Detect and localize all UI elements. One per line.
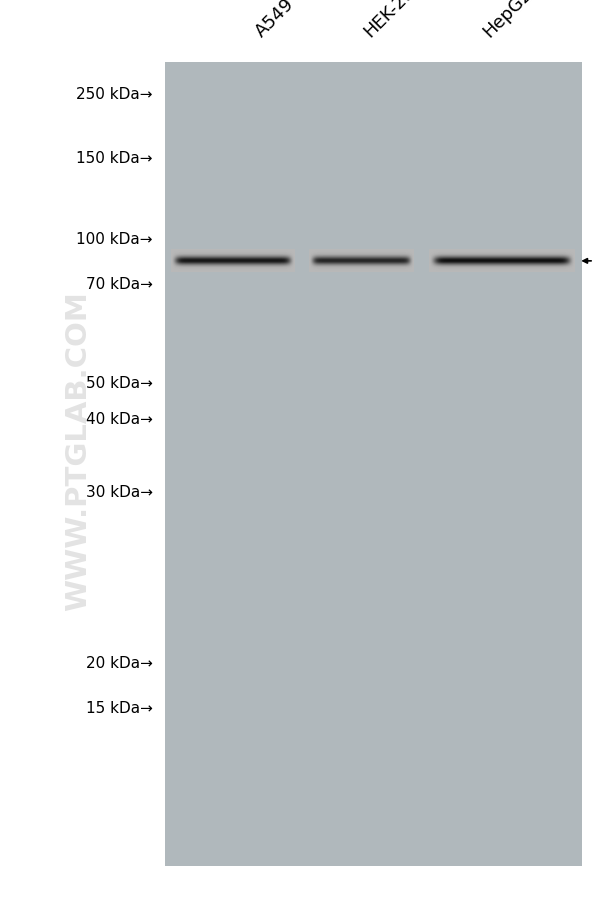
Text: 250 kDa→: 250 kDa→ — [77, 87, 153, 102]
Text: 150 kDa→: 150 kDa→ — [77, 151, 153, 165]
Text: A549: A549 — [252, 0, 298, 41]
Text: 100 kDa→: 100 kDa→ — [77, 232, 153, 246]
Text: 50 kDa→: 50 kDa→ — [86, 376, 153, 391]
Bar — [165, 63, 582, 866]
Text: 70 kDa→: 70 kDa→ — [86, 277, 153, 291]
Text: 40 kDa→: 40 kDa→ — [86, 412, 153, 427]
Text: HEK-293: HEK-293 — [360, 0, 426, 41]
Text: 20 kDa→: 20 kDa→ — [86, 656, 153, 670]
Text: 15 kDa→: 15 kDa→ — [86, 701, 153, 715]
Text: WWW.PTGLAB.COM: WWW.PTGLAB.COM — [64, 291, 92, 611]
Text: 30 kDa→: 30 kDa→ — [86, 484, 153, 499]
Text: HepG2: HepG2 — [480, 0, 536, 41]
